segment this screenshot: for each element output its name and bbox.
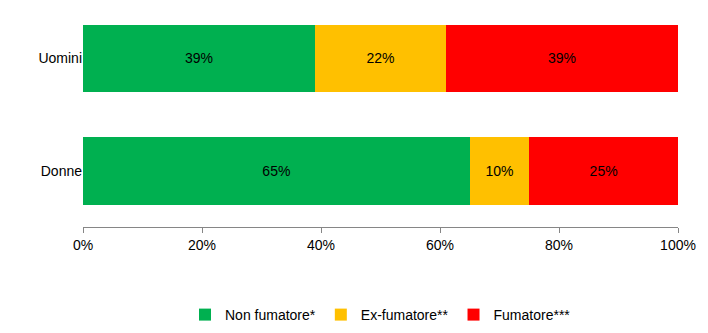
svg-text:39%: 39%	[185, 50, 213, 66]
svg-text:39%: 39%	[548, 50, 576, 66]
svg-text:22%: 22%	[366, 50, 394, 66]
svg-text:10%: 10%	[485, 163, 513, 179]
svg-text:80%: 80%	[545, 237, 573, 253]
svg-text:100%: 100%	[660, 237, 696, 253]
svg-text:20%: 20%	[188, 237, 216, 253]
svg-text:25%: 25%	[590, 163, 618, 179]
svg-text:Uomini: Uomini	[38, 50, 82, 66]
svg-text:Ex-fumatore**: Ex-fumatore**	[361, 307, 449, 323]
svg-text:Donne: Donne	[41, 163, 82, 179]
svg-text:65%: 65%	[262, 163, 290, 179]
svg-text:Fumatore***: Fumatore***	[494, 307, 571, 323]
svg-text:40%: 40%	[307, 237, 335, 253]
svg-text:60%: 60%	[426, 237, 454, 253]
svg-text:0%: 0%	[73, 237, 93, 253]
svg-text:Non fumatore*: Non fumatore*	[225, 307, 316, 323]
